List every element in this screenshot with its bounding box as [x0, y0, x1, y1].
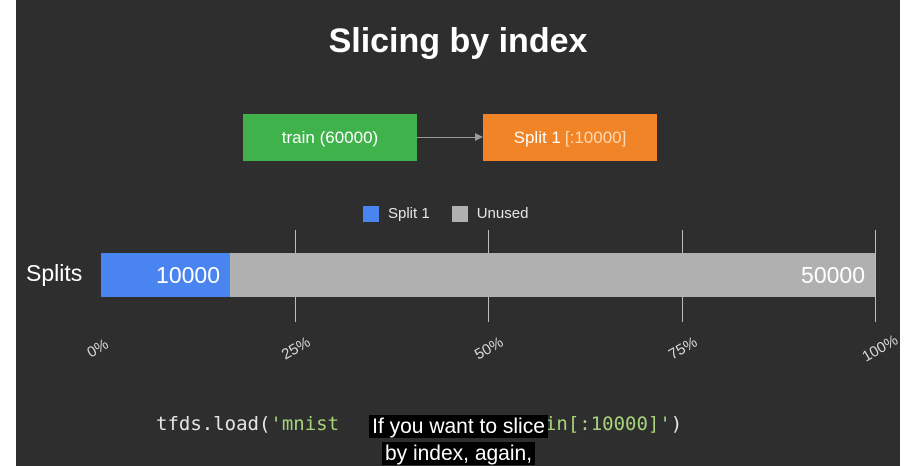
split-1-box: Split 1 [:10000] [483, 114, 657, 161]
split-1-label: Split 1 [513, 127, 561, 147]
bar-segment-unused: 50000 [230, 253, 875, 297]
subtitle-line-1: If you want to slice [0, 415, 917, 439]
legend-label-unused: Unused [476, 205, 529, 222]
stacked-bar: 10000 50000 [101, 253, 875, 297]
chart-legend: Split 1 Unused [363, 205, 542, 222]
flow-arrow-line [417, 137, 477, 138]
x-tick-label: 100% [859, 331, 900, 366]
video-slide: Slicing by index train (60000) Split 1 [… [16, 0, 900, 466]
legend-item-unused: Unused [451, 205, 529, 222]
x-tick-label: 0% [84, 335, 112, 362]
legend-label-split-1: Split 1 [388, 205, 430, 222]
legend-swatch-unused [451, 205, 468, 222]
code-prefix: tfds.load( [156, 413, 271, 435]
arrow-right-icon [475, 133, 483, 141]
bar-segment-split-1: 10000 [101, 253, 230, 297]
code-suffix: ) [670, 413, 683, 435]
train-dataset-box: train (60000) [243, 114, 417, 161]
x-tick-label: 75% [665, 333, 701, 364]
slide-title: Slicing by index [328, 22, 588, 60]
code-string-right: train[:10000]' [510, 413, 671, 435]
code-snippet: tfds.load('mnist train[:10000]') [156, 413, 682, 435]
x-tick-label: 50% [471, 333, 507, 364]
row-label-splits: Splits [26, 260, 83, 286]
legend-swatch-split-1 [363, 205, 379, 222]
code-string-left: 'mnist [270, 413, 340, 435]
train-dataset-label: train (60000) [281, 127, 379, 147]
gridline [875, 230, 876, 322]
subtitle-text-1: If you want to slice [369, 415, 548, 438]
x-tick-label: 25% [278, 333, 314, 364]
subtitle-text-2: by index, again, [381, 442, 536, 465]
subtitle-line-2: by index, again, [0, 442, 917, 466]
split-1-range: [:10000] [564, 127, 627, 147]
legend-item-split-1: Split 1 [363, 205, 430, 222]
